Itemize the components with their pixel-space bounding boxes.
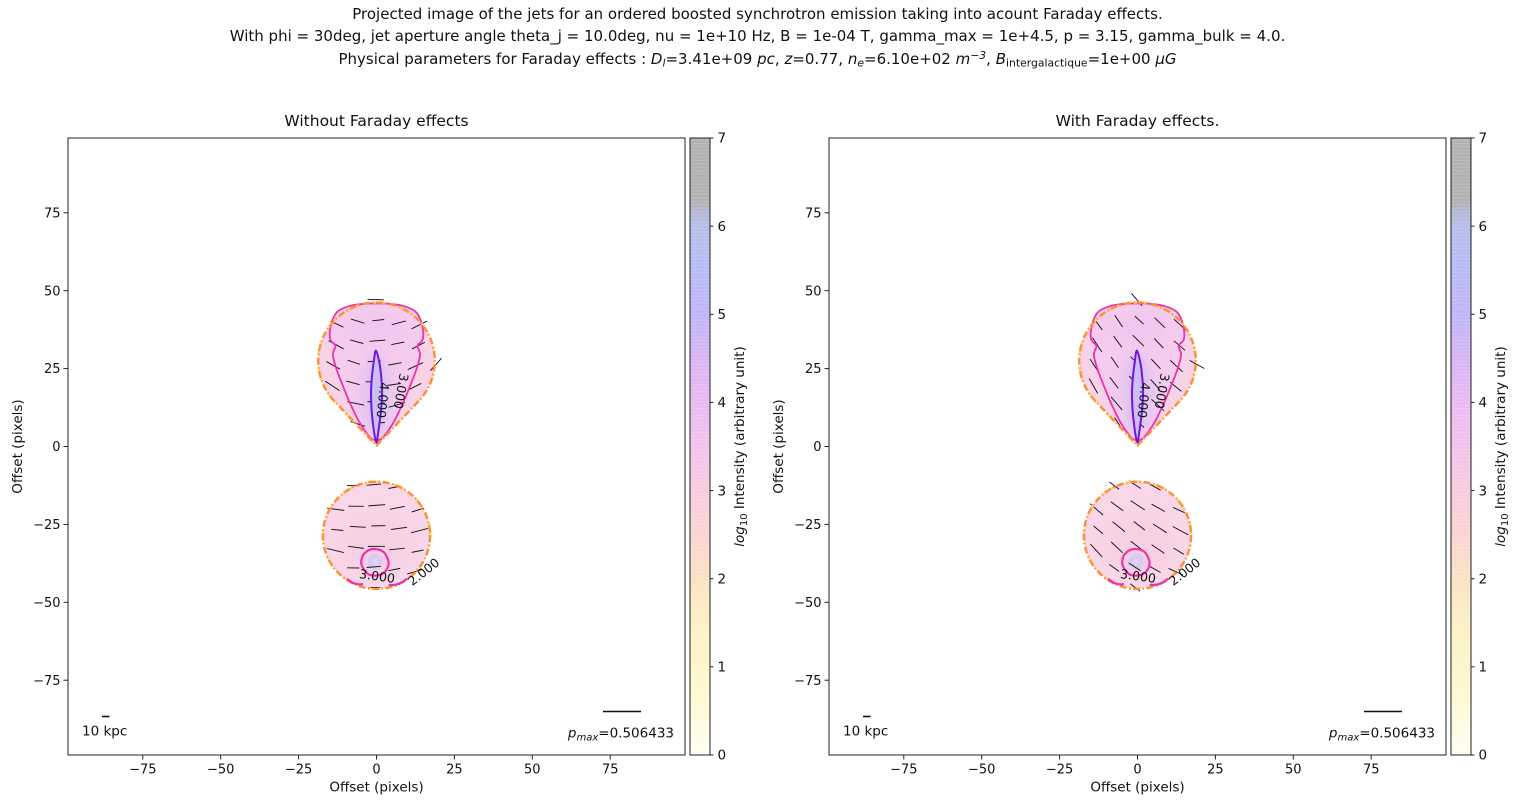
svg-text:7: 7 — [1479, 131, 1488, 147]
svg-text:Offset (pixels): Offset (pixels) — [1090, 780, 1184, 796]
svg-text:5: 5 — [718, 307, 727, 323]
svg-text:Offset (pixels): Offset (pixels) — [329, 780, 423, 796]
svg-text:25: 25 — [446, 763, 463, 778]
svg-text:0: 0 — [718, 748, 727, 764]
svg-text:−50: −50 — [794, 596, 821, 611]
svg-text:−75: −75 — [129, 763, 156, 778]
svg-text:1: 1 — [718, 660, 727, 676]
svg-text:pmax=0.506433: pmax=0.506433 — [567, 726, 674, 744]
svg-text:log10 Intensity (arbitrary uni: log10 Intensity (arbitrary unit) — [1493, 346, 1511, 546]
svg-text:4.000: 4.000 — [1135, 382, 1154, 419]
svg-text:25: 25 — [805, 362, 822, 377]
svg-text:75: 75 — [602, 763, 619, 778]
svg-text:−75: −75 — [794, 674, 821, 689]
svg-text:0: 0 — [813, 440, 821, 455]
suptitle-line-1: Projected image of the jets for an order… — [352, 5, 1163, 23]
svg-text:0: 0 — [1133, 763, 1141, 778]
panel-title-left: Without Faraday effects — [284, 112, 469, 130]
svg-text:6: 6 — [718, 219, 727, 235]
svg-text:3.000: 3.000 — [1119, 566, 1157, 586]
svg-text:50: 50 — [805, 284, 822, 299]
svg-text:0: 0 — [372, 763, 380, 778]
svg-text:6: 6 — [1479, 219, 1488, 235]
svg-text:−25: −25 — [794, 518, 821, 533]
svg-text:50: 50 — [524, 763, 541, 778]
suptitle-line-3: Physical parameters for Faraday effects … — [338, 49, 1177, 70]
svg-text:pmax=0.506433: pmax=0.506433 — [1328, 726, 1435, 744]
svg-text:3.000: 3.000 — [358, 566, 396, 586]
suptitle-line-2: With phi = 30deg, jet aperture angle the… — [229, 27, 1286, 45]
svg-text:−50: −50 — [33, 596, 60, 611]
svg-text:log10 Intensity (arbitrary uni: log10 Intensity (arbitrary unit) — [732, 346, 750, 546]
svg-text:Offset (pixels): Offset (pixels) — [771, 399, 787, 493]
svg-text:4.000: 4.000 — [374, 382, 393, 419]
svg-text:−25: −25 — [33, 518, 60, 533]
svg-text:3.000: 3.000 — [391, 372, 412, 410]
svg-text:2: 2 — [718, 571, 727, 587]
svg-text:−25: −25 — [1046, 763, 1073, 778]
svg-text:3: 3 — [1479, 483, 1488, 499]
svg-text:3: 3 — [718, 483, 727, 499]
svg-text:50: 50 — [1285, 763, 1302, 778]
svg-text:1: 1 — [1479, 660, 1488, 676]
svg-text:3.000: 3.000 — [1152, 372, 1173, 410]
svg-text:2: 2 — [1479, 571, 1488, 587]
svg-text:25: 25 — [1207, 763, 1224, 778]
svg-text:10 kpc: 10 kpc — [843, 724, 888, 740]
svg-text:25: 25 — [44, 362, 61, 377]
svg-text:4: 4 — [1479, 395, 1488, 411]
svg-text:10 kpc: 10 kpc — [82, 724, 127, 740]
svg-text:75: 75 — [44, 206, 61, 221]
svg-text:75: 75 — [805, 206, 822, 221]
svg-text:−50: −50 — [968, 763, 995, 778]
svg-text:0: 0 — [1479, 748, 1488, 764]
svg-text:4: 4 — [718, 395, 727, 411]
svg-text:75: 75 — [1363, 763, 1380, 778]
panel-title-right: With Faraday effects. — [1055, 112, 1220, 130]
svg-text:−75: −75 — [33, 674, 60, 689]
svg-text:−25: −25 — [285, 763, 312, 778]
svg-text:−75: −75 — [890, 763, 917, 778]
svg-text:0: 0 — [52, 440, 60, 455]
svg-text:Offset (pixels): Offset (pixels) — [10, 399, 26, 493]
svg-text:5: 5 — [1479, 307, 1488, 323]
svg-text:−50: −50 — [207, 763, 234, 778]
svg-text:7: 7 — [718, 131, 727, 147]
svg-text:50: 50 — [44, 284, 61, 299]
